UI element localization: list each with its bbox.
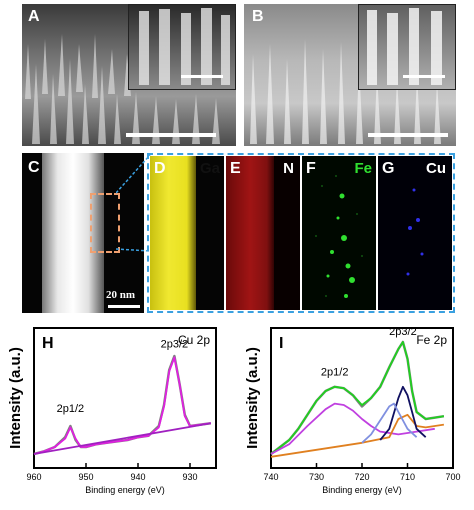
nanowire-body xyxy=(42,153,104,313)
panel-b-sem-image: B xyxy=(244,4,456,146)
n-signal xyxy=(226,156,274,310)
x-tick-label: 940 xyxy=(130,472,145,482)
series-line xyxy=(270,413,445,458)
ga-signal xyxy=(150,156,196,310)
panel-b-label: B xyxy=(252,8,264,25)
panel-f-fe-map: F Fe xyxy=(302,156,376,310)
y-axis-label: Intensity (a.u.) xyxy=(244,347,261,449)
panel-g-label: G xyxy=(382,160,395,177)
panel-g-element: Cu xyxy=(426,160,446,177)
panel-a-label: A xyxy=(28,8,40,25)
nanowire-texture-b xyxy=(250,39,441,144)
panel-b-inset xyxy=(358,4,456,90)
inset-nanowires xyxy=(139,8,230,85)
peak-annotation: 2p1/2 xyxy=(57,403,85,415)
panel-h-chart: 960 950 940 930 Binding energy (eV) Intensity… xyxy=(0,318,237,505)
cu-signal-dots xyxy=(406,188,424,276)
panel-d-ga-map: D Ga xyxy=(150,156,224,310)
panel-b-scale-bar xyxy=(368,133,448,137)
plot-frame xyxy=(33,327,217,469)
series-line xyxy=(361,402,418,444)
series-line xyxy=(33,356,211,455)
nanowire-texture xyxy=(25,34,220,144)
panel-e-label: E xyxy=(230,160,241,177)
inset-nanowires-b xyxy=(367,8,445,85)
plot-frame xyxy=(270,327,454,469)
selection-box xyxy=(90,193,120,253)
panel-letter: I xyxy=(279,335,283,352)
cu-2p-xps-plot: 960 950 940 930 Binding energy (eV) Intensity… xyxy=(7,327,217,495)
panel-a-sem-image: A xyxy=(22,4,236,146)
peak-annotation: 2p3/2 xyxy=(389,326,417,338)
x-tick-label: 930 xyxy=(182,472,197,482)
x-axis-label: Binding energy (eV) xyxy=(85,485,165,495)
panel-f-label: F xyxy=(306,160,316,177)
x-tick-label: 740 xyxy=(263,472,278,482)
x-axis-label: Binding energy (eV) xyxy=(322,485,402,495)
panel-c-scale-bar xyxy=(108,305,140,308)
x-tick-label: 720 xyxy=(354,472,369,482)
series-line xyxy=(33,422,211,455)
x-tick-label: 710 xyxy=(400,472,415,482)
fe-signal-dots xyxy=(315,175,363,298)
panel-a-scale-bar xyxy=(126,133,216,137)
fe-2p-xps-plot: 740 730 720 710 700 Binding energy (eV) Intens… xyxy=(244,326,461,495)
chart-title: Cu 2p xyxy=(178,333,210,347)
peak-annotation: 2p3/2 xyxy=(161,339,189,351)
panel-d-label: D xyxy=(154,160,166,177)
zoom-connector-lines xyxy=(116,154,151,252)
panel-c-scale-label: 20 nm xyxy=(106,289,136,301)
panel-a-inset xyxy=(128,4,236,90)
panel-f-element: Fe xyxy=(354,160,372,177)
panel-letter: H xyxy=(42,335,54,352)
x-tick-label: 700 xyxy=(445,472,460,482)
x-tick-label: 950 xyxy=(78,472,93,482)
series-line xyxy=(270,341,445,455)
y-axis-label: Intensity (a.u.) xyxy=(7,347,24,449)
panel-d-element: Ga xyxy=(199,160,220,177)
panel-i-chart: 740 730 720 710 700 Binding energy (eV) Intens… xyxy=(237,318,474,505)
inset-scale-bar-b xyxy=(403,75,445,78)
peak-annotation: 2p1/2 xyxy=(321,367,349,379)
panel-g-cu-map: G Cu xyxy=(378,156,452,310)
chart-title: Fe 2p xyxy=(416,333,447,347)
panel-c-label: C xyxy=(28,159,40,176)
inset-scale-bar xyxy=(181,75,223,78)
x-tick-label: 730 xyxy=(309,472,324,482)
x-tick-label: 960 xyxy=(26,472,41,482)
panel-c-stem-image: 20 nm C xyxy=(22,153,144,313)
panel-e-element: N xyxy=(283,160,294,177)
series-line xyxy=(379,385,427,441)
series-line xyxy=(270,402,435,455)
eds-map-frame xyxy=(147,153,455,313)
panel-e-n-map: E N xyxy=(226,156,300,310)
